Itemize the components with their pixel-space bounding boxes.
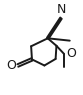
Text: N: N <box>57 3 66 16</box>
Text: O: O <box>6 59 16 72</box>
Text: O: O <box>66 47 76 60</box>
